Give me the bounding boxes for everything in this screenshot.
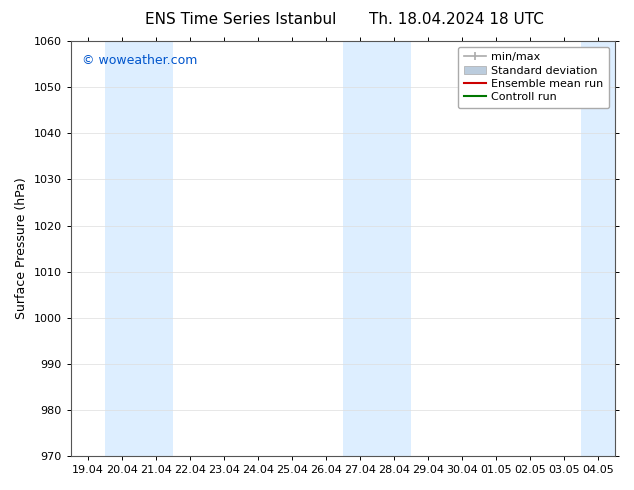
Bar — [343, 41, 411, 456]
Text: © woweather.com: © woweather.com — [82, 54, 197, 67]
Text: ENS Time Series Istanbul: ENS Time Series Istanbul — [145, 12, 337, 27]
Text: Th. 18.04.2024 18 UTC: Th. 18.04.2024 18 UTC — [369, 12, 544, 27]
Bar — [581, 41, 615, 456]
Legend: min/max, Standard deviation, Ensemble mean run, Controll run: min/max, Standard deviation, Ensemble me… — [458, 47, 609, 108]
Bar — [105, 41, 172, 456]
Y-axis label: Surface Pressure (hPa): Surface Pressure (hPa) — [15, 178, 28, 319]
